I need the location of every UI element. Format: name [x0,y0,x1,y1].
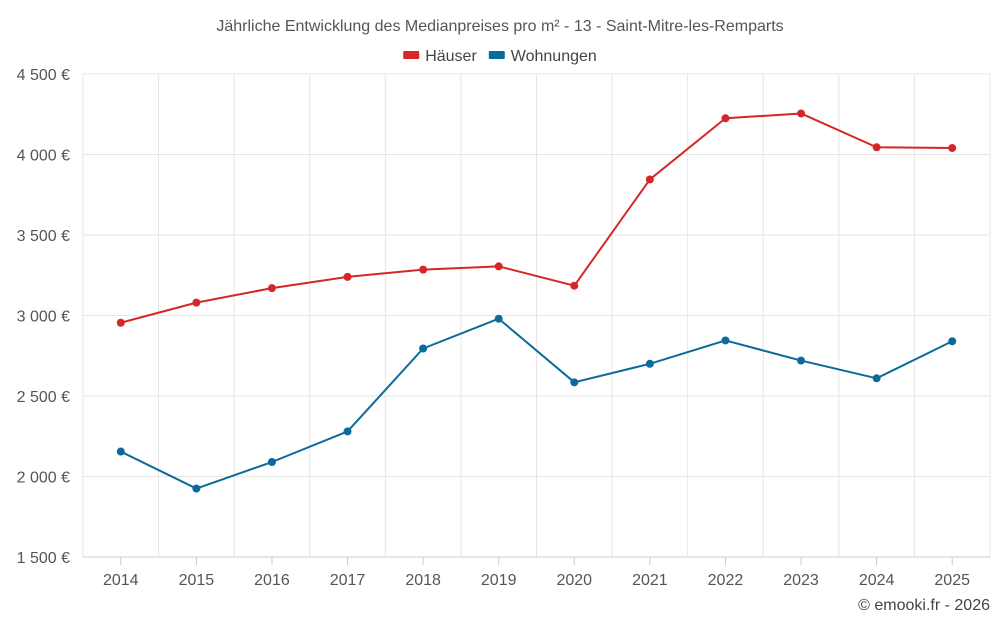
y-tick-label: 4 500 € [17,67,70,84]
x-tick-label: 2019 [481,572,517,589]
data-point[interactable] [872,374,881,383]
legend-item-haeuser[interactable]: Häuser [403,48,477,65]
data-point[interactable] [419,344,428,353]
data-point[interactable] [267,458,276,467]
data-point[interactable] [948,144,957,153]
y-tick-label: 2 000 € [17,470,70,487]
y-tick-label: 1 500 € [17,550,70,567]
data-point[interactable] [570,281,579,290]
series-line [120,112,953,324]
data-point[interactable] [721,336,730,345]
data-point[interactable] [494,314,503,323]
x-tick-label: 2016 [254,572,290,589]
chart-title: Jährliche Entwicklung des Medianpreises … [216,18,783,35]
data-point[interactable] [419,265,428,274]
data-point[interactable] [192,298,201,307]
data-point[interactable] [721,114,730,123]
x-tick-label: 2025 [934,572,970,589]
x-tick-label: 2018 [405,572,441,589]
x-tick-label: 2017 [330,572,366,589]
data-point[interactable] [267,284,276,293]
data-point[interactable] [645,175,654,184]
data-point[interactable] [343,272,352,281]
legend-item-wohnungen[interactable]: Wohnungen [488,48,597,65]
x-tick-label: 2024 [859,572,895,589]
y-axis: 1 500 € 2 000 € 2 500 € 3 000 € 3 500 € 4 000… [17,67,70,567]
credit-text: © emooki.fr - 2026 [858,597,990,614]
data-point[interactable] [343,427,352,436]
data-point[interactable] [494,262,503,271]
x-tick-label: 2015 [179,572,215,589]
y-tick-label: 3 500 € [17,228,70,245]
data-point[interactable] [645,359,654,368]
x-tick-label: 2023 [783,572,819,589]
series-haeuser [116,109,957,327]
legend-label: Häuser [425,48,477,65]
data-point[interactable] [948,337,957,346]
series-wohnungen [116,314,957,493]
x-axis: 2014 2015 2016 2017 2018 2019 2020 2021 2022 2023… [83,556,990,589]
legend-label: Wohnungen [511,48,597,65]
series-line [120,317,953,490]
grid [82,73,991,557]
x-tick-label: 2014 [103,572,139,589]
chart-legend: Häuser Wohnungen [403,48,597,65]
data-point[interactable] [872,143,881,152]
data-point[interactable] [797,356,806,365]
y-tick-label: 4 000 € [17,148,70,165]
data-point[interactable] [797,109,806,118]
legend-swatch [488,51,505,59]
data-point[interactable] [192,484,201,493]
data-point[interactable] [116,447,125,456]
legend-swatch [403,51,420,59]
x-tick-label: 2020 [556,572,592,589]
y-tick-label: 3 000 € [17,309,70,326]
data-point[interactable] [570,378,579,387]
x-tick-label: 2021 [632,572,668,589]
x-tick-label: 2022 [708,572,744,589]
data-point[interactable] [116,318,125,327]
series-layer [116,109,957,493]
y-tick-label: 2 500 € [17,389,70,406]
